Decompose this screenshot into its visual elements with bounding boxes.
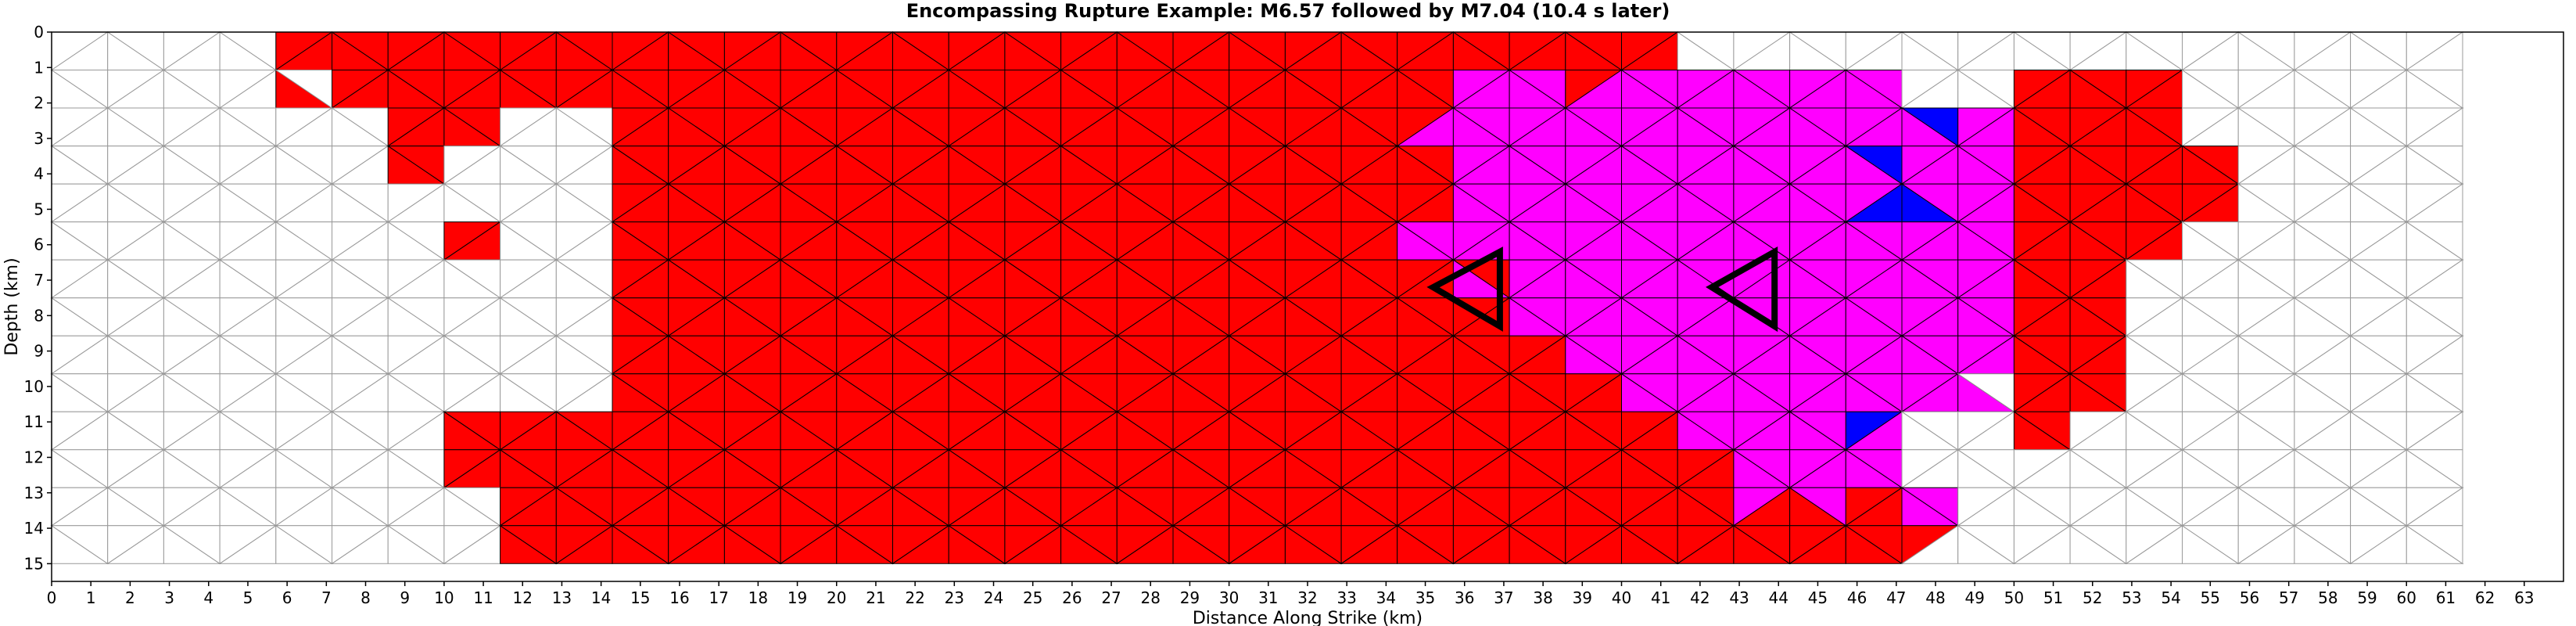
hypocenter-triangle-second	[1706, 246, 1778, 333]
y-tick-label: 6	[34, 236, 44, 254]
y-tick-label: 3	[34, 129, 44, 148]
y-tick-label: 12	[24, 448, 44, 466]
x-tick-label: 60	[2397, 588, 2416, 607]
x-tick-label: 55	[2201, 588, 2220, 607]
x-tick-label: 41	[1651, 588, 1670, 607]
x-tick-label: 17	[709, 588, 728, 607]
x-tick-label: 15	[630, 588, 650, 607]
y-tick-label: 8	[34, 306, 44, 325]
x-axis-ticks: 0 1 2 3 4 5 6 7 8 9 10 11 12 13 14 15 16 17 18 19 20 21 22 23 24…	[47, 581, 2535, 607]
x-tick-label: 33	[1336, 588, 1356, 607]
x-tick-label: 62	[2475, 588, 2495, 607]
mesh-triangle	[2405, 70, 2463, 109]
x-tick-label: 42	[1690, 588, 1710, 607]
x-tick-label: 21	[866, 588, 885, 607]
x-tick-label: 40	[1612, 588, 1631, 607]
x-tick-label: 12	[513, 588, 533, 607]
x-tick-label: 29	[1180, 588, 1200, 607]
x-tick-label: 59	[2357, 588, 2377, 607]
x-tick-label: 25	[1023, 588, 1042, 607]
x-tick-label: 61	[2436, 588, 2456, 607]
y-tick-label: 11	[24, 412, 44, 431]
x-tick-label: 7	[321, 588, 332, 607]
x-tick-label: 39	[1573, 588, 1592, 607]
x-tick-label: 19	[788, 588, 807, 607]
y-tick-label: 14	[24, 519, 44, 538]
x-tick-label: 6	[282, 588, 292, 607]
x-tick-label: 9	[400, 588, 410, 607]
y-tick-label: 9	[34, 342, 44, 361]
y-tick-label: 1	[34, 58, 44, 77]
y-tick-label: 2	[34, 94, 44, 113]
x-tick-label: 48	[1925, 588, 1945, 607]
x-tick-label: 16	[669, 588, 689, 607]
y-tick-label: 13	[24, 484, 44, 502]
x-tick-label: 54	[2161, 588, 2180, 607]
mesh-triangle	[2405, 525, 2463, 565]
x-tick-label: 46	[1847, 588, 1867, 607]
mesh-cells	[50, 31, 2464, 565]
x-tick-label: 24	[984, 588, 1003, 607]
x-tick-label: 57	[2279, 588, 2298, 607]
y-axis-label: Depth (km)	[2, 257, 22, 355]
x-tick-label: 44	[1769, 588, 1788, 607]
x-tick-label: 22	[905, 588, 924, 607]
hypocenter-triangle-first	[1426, 246, 1503, 332]
mesh-triangle	[2405, 221, 2463, 261]
x-tick-label: 35	[1415, 588, 1435, 607]
x-tick-label: 52	[2083, 588, 2102, 607]
y-tick-label: 15	[24, 554, 44, 573]
x-tick-label: 1	[86, 588, 96, 607]
x-tick-label: 38	[1533, 588, 1552, 607]
mesh-triangle	[2405, 449, 2463, 489]
x-tick-label: 36	[1455, 588, 1474, 607]
y-tick-label: 7	[34, 271, 44, 290]
mesh-triangle	[2405, 297, 2463, 337]
chart-title: Encompassing Rupture Example: M6.57 foll…	[906, 0, 1670, 22]
x-tick-label: 56	[2240, 588, 2259, 607]
x-tick-label: 49	[1964, 588, 1984, 607]
x-tick-label: 43	[1729, 588, 1749, 607]
y-tick-label: 10	[24, 377, 44, 396]
x-tick-label: 45	[1808, 588, 1828, 607]
x-tick-label: 14	[591, 588, 611, 607]
x-tick-label: 58	[2318, 588, 2337, 607]
x-tick-label: 11	[473, 588, 493, 607]
x-tick-label: 18	[748, 588, 768, 607]
x-tick-label: 10	[434, 588, 454, 607]
x-tick-label: 51	[2043, 588, 2063, 607]
y-tick-label: 4	[34, 164, 44, 183]
hypocenter-markers	[1426, 246, 1778, 333]
x-tick-label: 5	[243, 588, 253, 607]
y-tick-label: 0	[34, 23, 44, 41]
x-tick-label: 4	[203, 588, 213, 607]
mesh-triangle	[2405, 373, 2463, 413]
x-tick-label: 23	[945, 588, 964, 607]
x-tick-label: 8	[361, 588, 371, 607]
x-tick-label: 2	[125, 588, 135, 607]
y-tick-label: 5	[34, 200, 44, 218]
x-tick-label: 20	[827, 588, 846, 607]
mesh-triangle	[2405, 146, 2463, 185]
x-tick-label: 31	[1258, 588, 1278, 607]
x-tick-label: 32	[1297, 588, 1317, 607]
x-tick-label: 63	[2514, 588, 2534, 607]
x-tick-label: 37	[1494, 588, 1513, 607]
x-tick-label: 53	[2122, 588, 2141, 607]
x-tick-label: 28	[1141, 588, 1161, 607]
x-tick-label: 26	[1062, 588, 1082, 607]
x-tick-label: 13	[552, 588, 572, 607]
x-tick-label: 47	[1886, 588, 1906, 607]
x-tick-label: 34	[1376, 588, 1396, 607]
x-tick-label: 50	[2004, 588, 2024, 607]
x-tick-label: 30	[1219, 588, 1239, 607]
x-tick-label: 3	[164, 588, 174, 607]
x-tick-label: 0	[47, 588, 57, 607]
x-tick-label: 27	[1101, 588, 1121, 607]
x-axis-label: Distance Along Strike (km)	[1193, 609, 1423, 626]
